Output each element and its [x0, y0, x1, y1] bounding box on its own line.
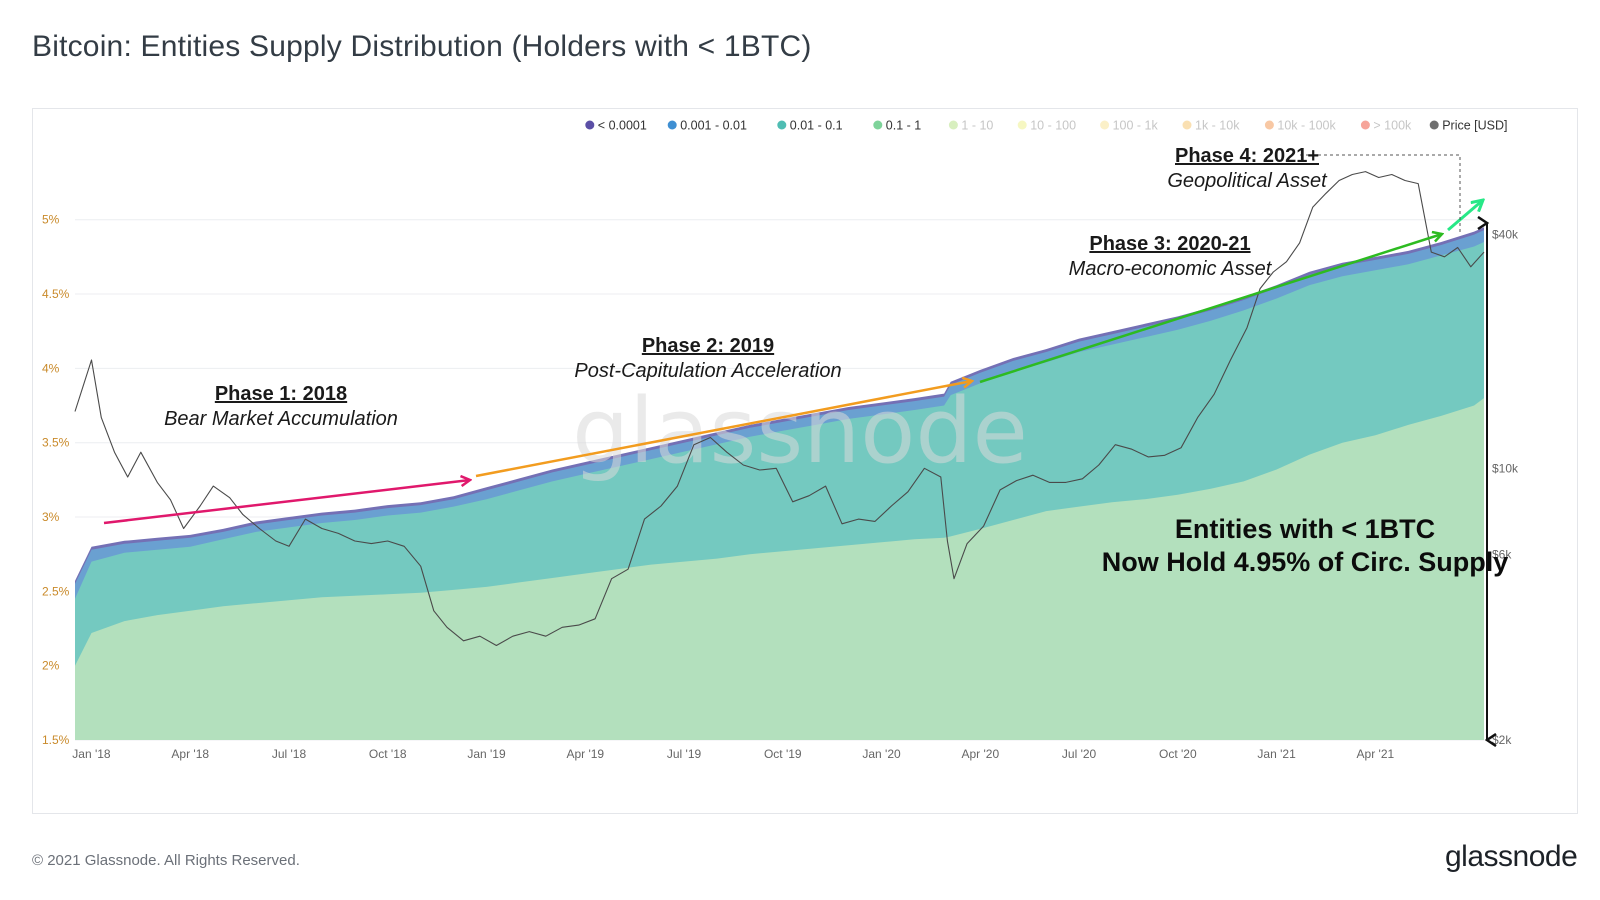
- y-left-tick-label: 4%: [42, 361, 60, 375]
- legend-label: 0.001 - 0.01: [680, 119, 747, 133]
- glassnode-logo[interactable]: glassnode: [1445, 840, 1578, 873]
- phase4-subtitle: Geopolitical Asset: [1167, 170, 1328, 192]
- y-left-tick-label: 2%: [42, 659, 60, 673]
- legend-item[interactable]: Price [USD]: [1429, 119, 1508, 133]
- y-left-tick-label: 5%: [42, 213, 60, 227]
- legend-item[interactable]: 10k - 100k: [1264, 119, 1337, 133]
- legend-swatch: [873, 120, 883, 130]
- legend-swatch: [1100, 120, 1110, 130]
- legend-label: 10 - 100: [1030, 119, 1076, 133]
- x-tick-label: Oct '19: [764, 747, 802, 761]
- x-tick-label: Jul '18: [272, 747, 307, 761]
- legend-swatch: [1017, 120, 1027, 130]
- phase2-arrow: [475, 381, 972, 478]
- legend-swatch: [1429, 120, 1439, 130]
- legend-item[interactable]: 100 - 1k: [1100, 119, 1159, 133]
- x-tick-label: Apr '18: [171, 747, 209, 761]
- callout-line1: Entities with < 1BTC: [1175, 514, 1435, 544]
- legend-label: 100 - 1k: [1113, 119, 1159, 133]
- y-axis-left: 1.5% 2% 2.5% 3% 3.5% 4% 4.5% 5%: [42, 213, 70, 747]
- x-tick-label: Apr '21: [1357, 747, 1395, 761]
- legend-label: 1k - 10k: [1195, 119, 1240, 133]
- legend-label: 0.1 - 1: [886, 119, 921, 133]
- phase1-arrow: [103, 480, 470, 525]
- legend-item[interactable]: 10 - 100: [1017, 119, 1076, 133]
- legend-swatch: [1182, 120, 1192, 130]
- legend-item[interactable]: 0.01 - 0.1: [777, 119, 843, 133]
- legend-item[interactable]: > 100k: [1360, 119, 1412, 133]
- phase4-arrow: [1447, 200, 1483, 232]
- area-series: [75, 227, 1484, 740]
- y-left-tick-label: 4.5%: [42, 287, 70, 301]
- legend-item[interactable]: 1 - 10: [948, 119, 994, 133]
- legend-label: > 100k: [1373, 119, 1412, 133]
- phase4-leader: [1300, 154, 1461, 232]
- legend-swatch: [667, 120, 677, 130]
- phase3-title: Phase 3: 2020-21: [1089, 233, 1250, 255]
- y-right-tick-label: $10k: [1492, 461, 1519, 475]
- legend-swatch: [1264, 120, 1274, 130]
- legend-label: Price [USD]: [1442, 119, 1507, 133]
- legend-swatch: [777, 120, 787, 130]
- phase2-subtitle: Post-Capitulation Acceleration: [574, 360, 841, 382]
- area-0-1-1: [75, 398, 1484, 740]
- x-tick-label: Oct '20: [1159, 747, 1197, 761]
- x-tick-label: Jan '21: [1257, 747, 1296, 761]
- y-left-tick-label: 1.5%: [42, 733, 70, 747]
- phase3-arrow: [979, 234, 1442, 384]
- page-title: Bitcoin: Entities Supply Distribution (H…: [32, 30, 812, 63]
- legend-swatch: [948, 120, 958, 130]
- legend-item[interactable]: 0.001 - 0.01: [667, 119, 747, 133]
- x-tick-label: Jan '19: [467, 747, 506, 761]
- x-tick-label: Apr '20: [961, 747, 999, 761]
- phase1-title: Phase 1: 2018: [215, 383, 347, 405]
- callout-line2: Now Hold 4.95% of Circ. Supply: [1102, 547, 1509, 577]
- y-axis-right: $2k $6k $10k $40k: [1492, 227, 1519, 747]
- watermark: glassnode: [572, 379, 1028, 484]
- phase4-title: Phase 4: 2021+: [1175, 145, 1319, 167]
- price-usd-line: [74, 171, 1485, 647]
- price-line: [74, 171, 1485, 647]
- y-left-tick-label: 3.5%: [42, 436, 70, 450]
- x-tick-label: Jul '19: [667, 747, 702, 761]
- phase3-subtitle: Macro-economic Asset: [1069, 258, 1273, 280]
- legend-swatch: [1360, 120, 1370, 130]
- x-tick-label: Oct '18: [369, 747, 407, 761]
- legend-label: 0.01 - 0.1: [790, 119, 843, 133]
- x-tick-label: Jul '20: [1062, 747, 1097, 761]
- x-axis: Jan '18 Apr '18 Jul '18 Oct '18 Jan '19 Apr '…: [72, 747, 1394, 761]
- legend-label: < 0.0001: [598, 119, 647, 133]
- phase2-title: Phase 2: 2019: [642, 335, 774, 357]
- y-right-tick-label: $2k: [1492, 733, 1512, 747]
- legend[interactable]: < 0.0001 0.001 - 0.01 0.01 - 0.1 0.1 - 1 1 -…: [585, 119, 1507, 133]
- x-tick-label: Jan '20: [862, 747, 901, 761]
- x-tick-label: Jan '18: [72, 747, 111, 761]
- copyright-text: © 2021 Glassnode. All Rights Reserved.: [32, 852, 300, 869]
- y-right-tick-label: $40k: [1492, 227, 1519, 241]
- y-left-tick-label: 3%: [42, 510, 60, 524]
- legend-label: 10k - 100k: [1277, 119, 1336, 133]
- legend-item[interactable]: 0.1 - 1: [873, 119, 921, 133]
- y-left-tick-label: 2.5%: [42, 584, 70, 598]
- y-right-tick-label: $6k: [1492, 548, 1512, 562]
- x-tick-label: Apr '19: [566, 747, 604, 761]
- phase1-subtitle: Bear Market Accumulation: [164, 408, 398, 430]
- legend-swatch: [585, 120, 595, 130]
- legend-label: 1 - 10: [961, 119, 993, 133]
- legend-item[interactable]: 1k - 10k: [1182, 119, 1241, 133]
- legend-item[interactable]: < 0.0001: [585, 119, 647, 133]
